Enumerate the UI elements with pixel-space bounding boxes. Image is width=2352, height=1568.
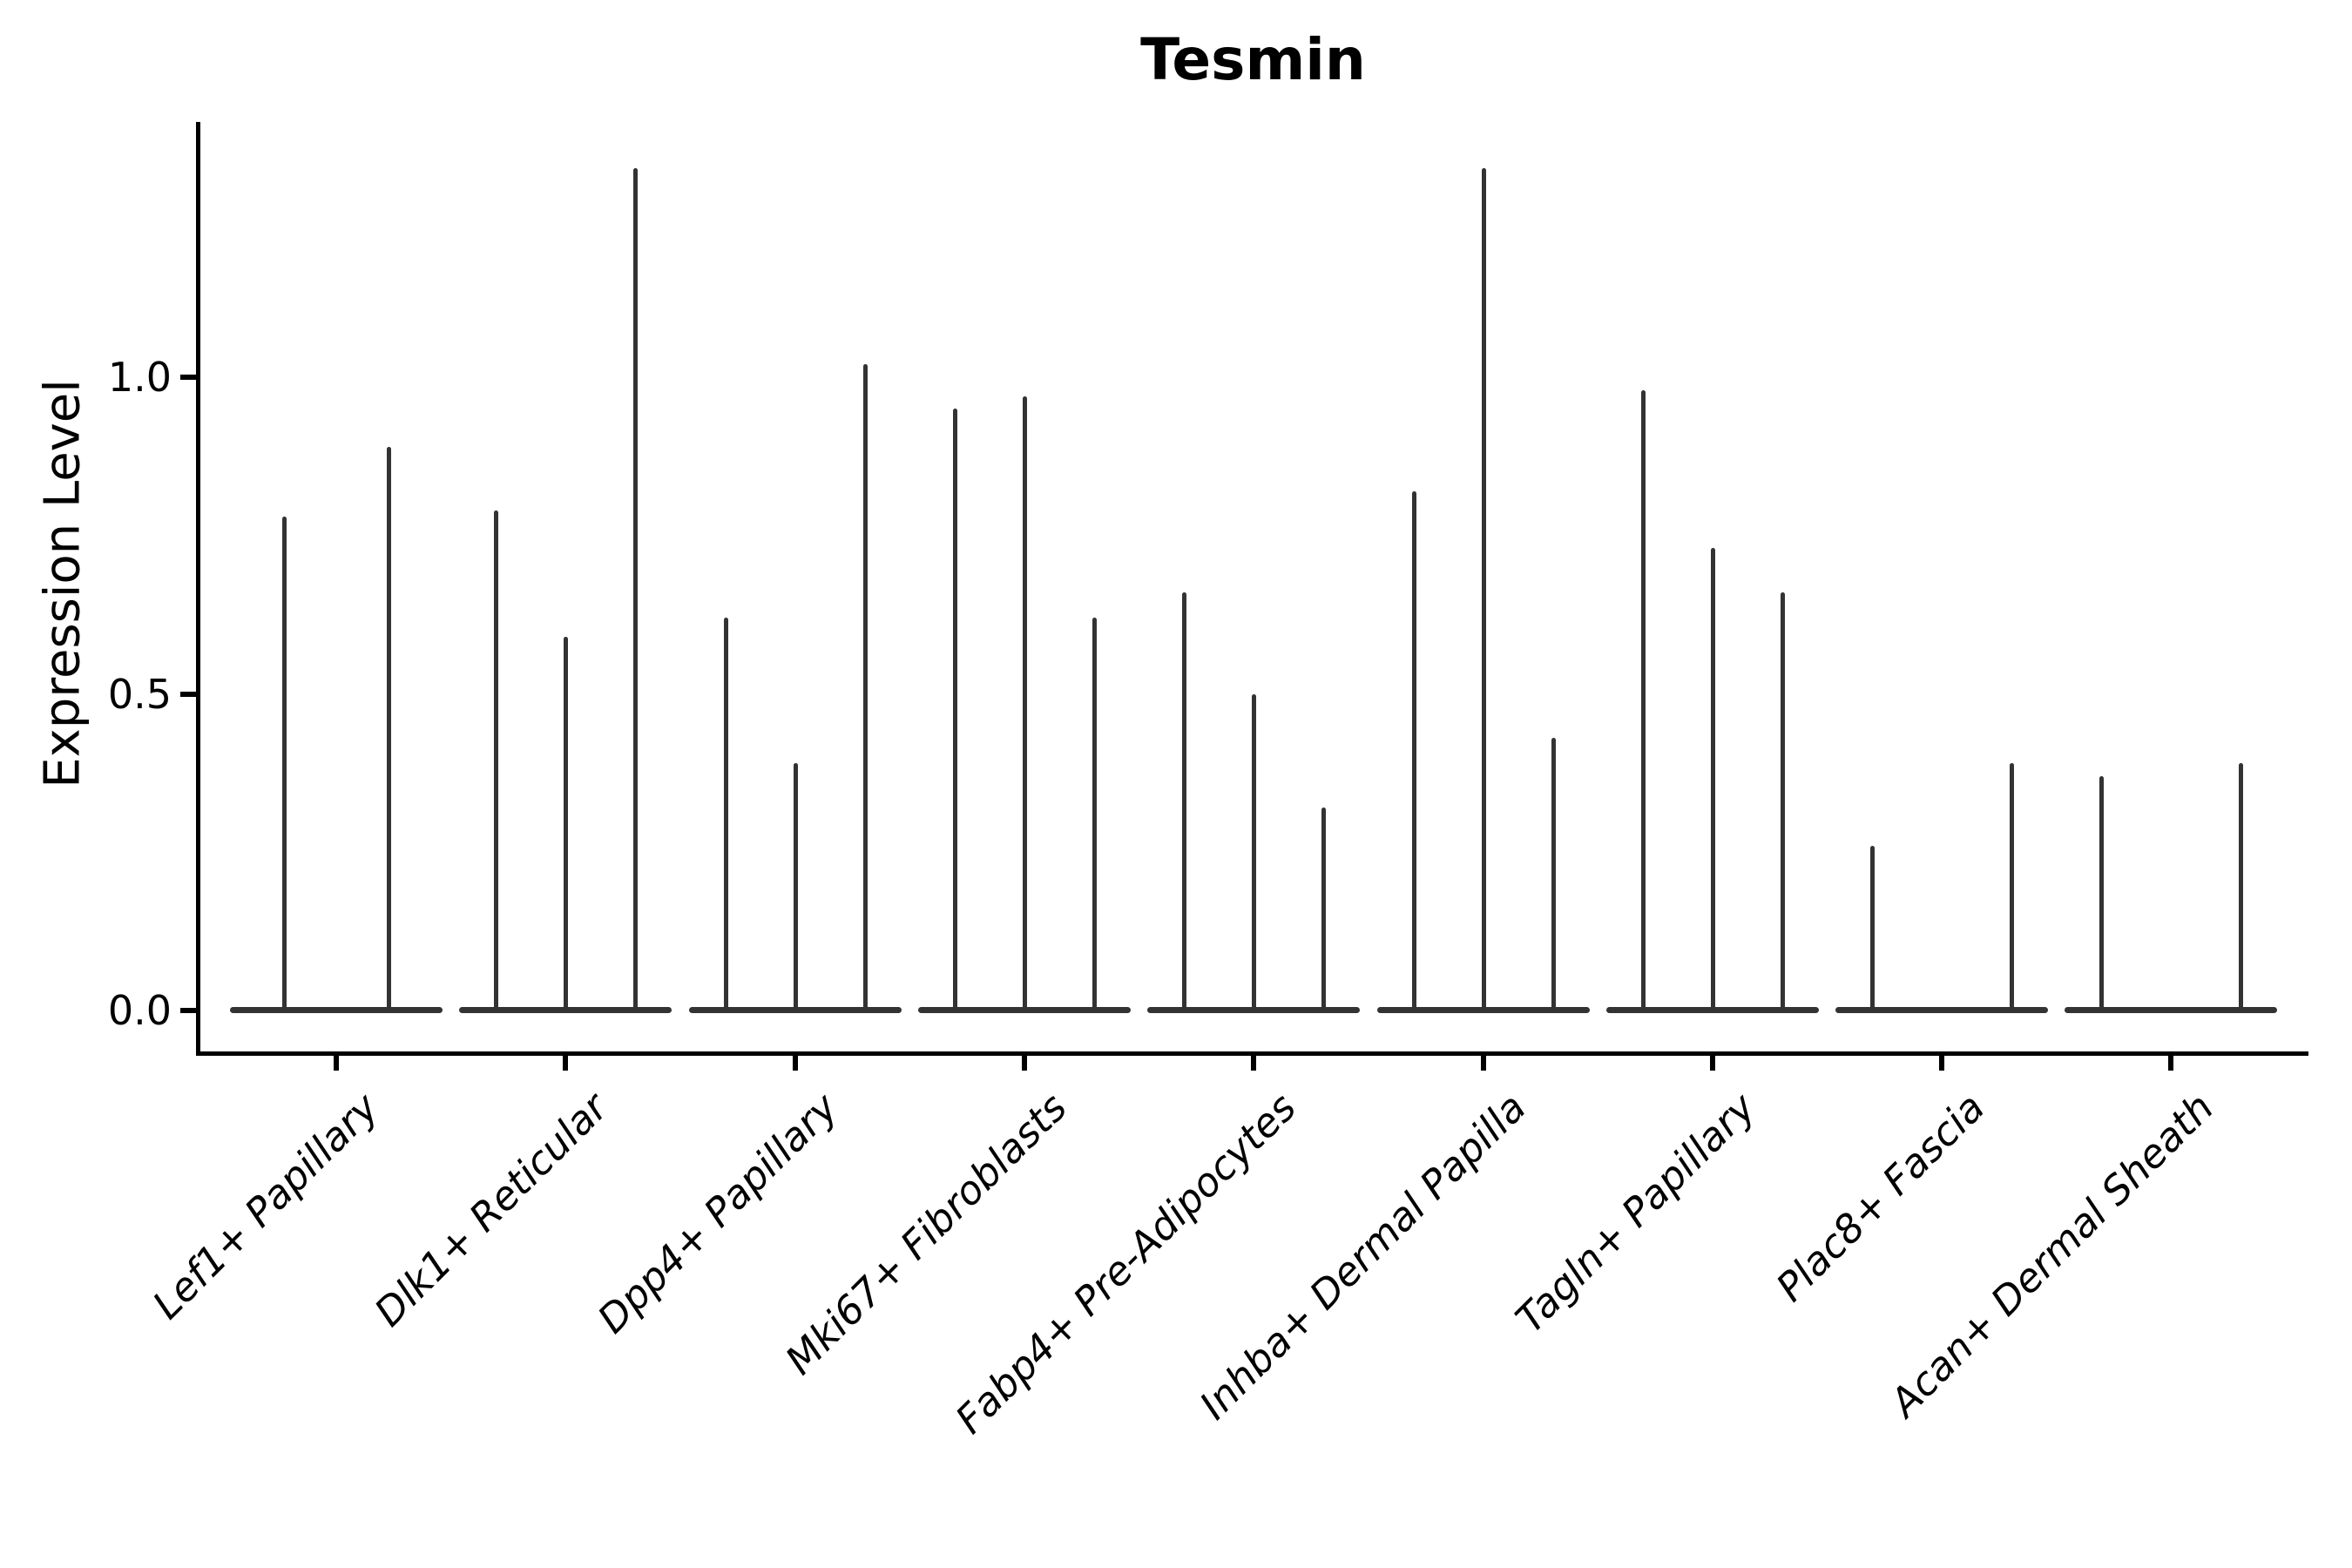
x-tick-mark (1939, 1051, 1944, 1071)
y-axis-label: Expression Level (34, 379, 91, 788)
x-tick-label: Dlk1+ Reticular (365, 1084, 618, 1335)
violin-spike (387, 446, 391, 1012)
x-tick-label: Tagln+ Papillary (1506, 1084, 1765, 1342)
violin-body (1835, 1007, 2048, 1013)
violin-spike (282, 516, 287, 1012)
violin-spike (724, 618, 728, 1012)
violin-spike (1781, 592, 1785, 1012)
x-tick-mark (1481, 1051, 1486, 1071)
violin-spike (1641, 389, 1646, 1012)
violin-spike (564, 637, 568, 1012)
violin-spike (794, 763, 798, 1012)
y-tick-mark (180, 375, 198, 380)
y-tick-label: 0.0 (107, 987, 172, 1034)
y-tick-label: 1.0 (107, 354, 172, 401)
x-tick-label: Dpp4+ Papillary (588, 1084, 848, 1342)
violin-spike (953, 409, 957, 1012)
violin-spike (633, 168, 638, 1012)
violin-spike (1482, 168, 1486, 1012)
x-tick-mark (1710, 1051, 1715, 1071)
violin-spike (1711, 548, 1715, 1012)
x-tick-mark (334, 1051, 339, 1071)
violin-body (230, 1007, 443, 1013)
x-tick-mark (793, 1051, 798, 1071)
violin-spike (1321, 808, 1326, 1012)
x-tick-label: Lef1+ Papillary (144, 1084, 389, 1328)
violin-spike (1092, 618, 1097, 1012)
violin-spike (1412, 490, 1416, 1012)
violin-spike (1023, 395, 1027, 1012)
x-tick-mark (2168, 1051, 2173, 1071)
chart-title: Tesmin (1140, 26, 1366, 93)
violin-spike (1182, 592, 1186, 1012)
violin-spike (2099, 776, 2104, 1012)
x-tick-mark (563, 1051, 568, 1071)
violin-spike (494, 510, 498, 1012)
y-tick-mark (180, 691, 198, 697)
y-axis-spine (196, 122, 200, 1055)
violin-body (2065, 1007, 2277, 1013)
violin-spike (1252, 693, 1256, 1012)
y-tick-mark (180, 1008, 198, 1013)
violin-spike (1551, 738, 1556, 1012)
violin-spike (863, 364, 868, 1012)
x-tick-mark (1251, 1051, 1256, 1071)
x-tick-mark (1022, 1051, 1027, 1071)
y-tick-label: 0.5 (107, 670, 172, 718)
x-tick-label: Plac8+ Fascia (1767, 1084, 1994, 1311)
violin-spike (1870, 845, 1875, 1012)
violin-spike (2239, 763, 2243, 1012)
violin-spike (2010, 763, 2014, 1012)
